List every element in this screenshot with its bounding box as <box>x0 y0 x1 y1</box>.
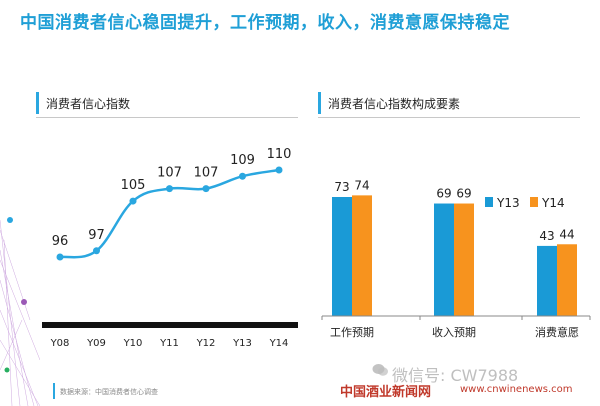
watermark-wechat: 微信号: CW7988 <box>392 366 519 385</box>
category-label: 消费意愿 <box>535 325 579 339</box>
x-axis-bar <box>42 322 298 328</box>
bar-value-label: 69 <box>436 187 451 201</box>
bar-y14-3 <box>557 244 577 316</box>
x-tick-label: Y10 <box>123 338 143 349</box>
bar-value-label: 73 <box>334 180 349 194</box>
right-header-underline <box>318 117 580 118</box>
x-tick-label: Y12 <box>196 338 216 349</box>
line-point-y14 <box>275 166 283 174</box>
line-value-label: 105 <box>121 178 146 193</box>
bar-y14-1 <box>352 195 372 316</box>
bar-value-label: 43 <box>539 229 554 243</box>
legend-label-y14: Y14 <box>541 196 565 210</box>
watermark-url: www.cnwinenews.com <box>460 384 573 395</box>
footer-source: 数据来源：中国消费者信心调查 <box>60 388 158 396</box>
x-tick-label: Y09 <box>86 338 106 349</box>
x-tick-label: Y11 <box>159 338 179 349</box>
legend-swatch-y14 <box>530 197 538 207</box>
page-title: 中国消费者信心稳固提升，工作预期，收入，消费意愿保持稳定 <box>20 13 510 33</box>
line-value-label: 107 <box>194 166 219 181</box>
watermark-site-name: 中国酒业新闻网 <box>340 385 432 400</box>
category-label: 收入预期 <box>432 325 476 339</box>
line-point-y10 <box>129 197 137 205</box>
bar-y13-3 <box>537 245 557 316</box>
bar-value-label: 44 <box>559 227 574 241</box>
line-value-label: 97 <box>88 228 105 243</box>
legend-label-y13: Y13 <box>496 196 520 210</box>
line-point-y11 <box>166 185 173 193</box>
x-tick-label: Y08 <box>50 338 70 349</box>
right-chart-title: 消费者信心指数构成要素 <box>328 96 461 111</box>
line-point-y09 <box>93 247 100 255</box>
legend-swatch-y13 <box>485 197 493 207</box>
right-chart-header: 消费者信心指数构成要素 <box>318 92 460 114</box>
footer-accent-bar <box>53 383 55 399</box>
line-point-y08 <box>56 253 64 261</box>
decorative-network-graphic <box>0 217 40 406</box>
bar-y14-2 <box>454 203 474 316</box>
wechat-icon <box>372 364 388 376</box>
line-point-y13 <box>239 172 246 180</box>
left-chart-title: 消费者信心指数 <box>46 96 131 111</box>
x-tick-label: Y14 <box>269 338 289 349</box>
x-tick-label: Y13 <box>232 338 252 349</box>
left-header-underline <box>36 117 298 118</box>
left-chart-header: 消费者信心指数 <box>36 92 130 114</box>
bar-y13-2 <box>434 203 454 316</box>
line-point-y12 <box>202 185 210 193</box>
bar-y13-1 <box>332 197 352 316</box>
bar-value-label: 74 <box>354 178 369 192</box>
line-value-label: 110 <box>267 147 292 162</box>
line-value-label: 96 <box>52 234 69 249</box>
bar-value-label: 69 <box>456 187 471 201</box>
line-value-label: 109 <box>230 153 255 168</box>
line-value-label: 107 <box>157 166 182 181</box>
category-label: 工作预期 <box>330 326 374 339</box>
